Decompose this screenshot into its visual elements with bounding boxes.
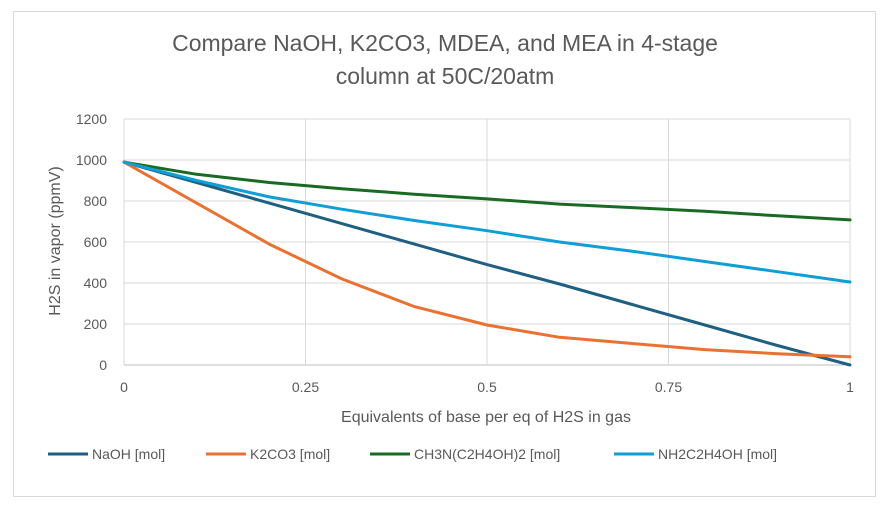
y-tick-label: 1200 (76, 111, 107, 127)
x-tick-label: 1 (846, 379, 854, 395)
grid-lines (123, 118, 851, 366)
y-tick-label: 1000 (76, 152, 107, 168)
legend-label: K2CO3 [mol] (250, 446, 330, 462)
x-axis-title: Equivalents of base per eq of H2S in gas (341, 409, 631, 426)
legend: NaOH [mol] K2CO3 [mol] CH3N(C2H4OH)2 [mol]… (48, 446, 777, 462)
y-tick-label: 0 (99, 357, 107, 373)
legend-label: NH2C2H4OH [mol] (658, 446, 777, 462)
x-tick-label: 0.75 (655, 379, 682, 395)
chart-title-line-2: column at 50C/20atm (336, 63, 555, 89)
y-axis-title: H2S in vapor (ppmV) (47, 166, 64, 315)
series-line (122, 160, 852, 359)
series-line (122, 160, 852, 222)
chart-title-line-1: Compare NaOH, K2CO3, MDEA, and MEA in 4-… (172, 30, 718, 56)
x-tick-label: 0.25 (292, 379, 319, 395)
legend-label: CH3N(C2H4OH)2 [mol] (414, 446, 560, 462)
legend-label: NaOH [mol] (92, 446, 165, 462)
x-tick-label: 0 (120, 379, 128, 395)
y-tick-label: 400 (84, 275, 108, 291)
series-lines (122, 160, 852, 367)
y-tick-label: 800 (84, 193, 108, 209)
tick-labels: 0 200 400 600 800 1000 1200 0 0.25 0.5 0.75 1 (76, 111, 854, 395)
y-tick-label: 200 (84, 316, 108, 332)
y-tick-label: 600 (84, 234, 108, 250)
series-line (122, 160, 852, 367)
x-tick-label: 0.5 (477, 379, 497, 395)
series-line (122, 160, 852, 284)
